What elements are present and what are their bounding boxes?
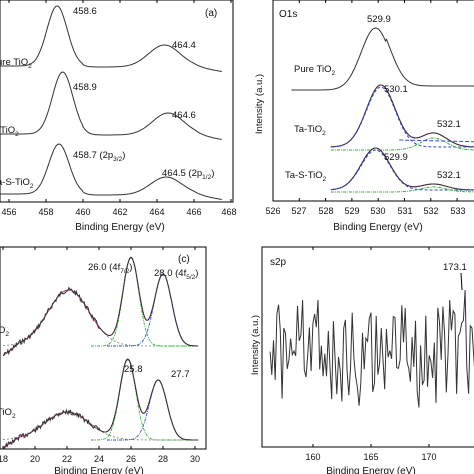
peak-label: 464.6 (172, 110, 196, 121)
component-peak (330, 86, 474, 148)
legend-label-ta-tio2: O2 (0, 325, 9, 338)
panel-b: Intensity (a.u.) 526 527 528 529 530 531… (254, 0, 474, 233)
panel-c-tick-label: 28 (158, 454, 168, 464)
series-line-s2p (269, 289, 474, 408)
panel-d-xlabel: Binding Energy (eV) (326, 466, 416, 474)
component-peak (330, 186, 474, 193)
series-line-ta-tio2 (2, 256, 199, 357)
panel-d-label: s2p (270, 257, 287, 268)
peak-label: 529.9 (384, 152, 408, 163)
peak-label: 28.0 (4f5/2) (154, 268, 198, 281)
panel-a: 456 458 460 462 464 466 468 Binding Ener… (0, 0, 237, 233)
panel-d: Intensity (a.u.) 160 165 170 Binding Ene… (250, 246, 474, 474)
legend-label-ta-tio2: -TiO2 (0, 125, 19, 138)
component-peak (91, 359, 199, 441)
legend-label-ta-s-tio2: TiO2 (0, 407, 16, 420)
panel-d-ylabel: Intensity (a.u.) (250, 315, 261, 375)
peak-label: 27.7 (171, 369, 190, 380)
panel-c-tick-label: 20 (30, 454, 40, 464)
panel-a-xlabel: Binding Energy (eV) (75, 222, 165, 233)
panel-d-tick-label: 165 (363, 452, 378, 462)
peak-label: 464.5 (2p1/2) (162, 168, 214, 181)
panel-d-ticks (312, 247, 430, 447)
component-peak (91, 257, 199, 347)
panel-a-label: (a) (205, 8, 217, 19)
panel-a-tick-label: 468 (221, 207, 236, 217)
panel-a-tick-label: 464 (149, 207, 164, 217)
panel-d-tick-label: 160 (305, 452, 320, 462)
panel-b-tick-label: 529 (344, 206, 359, 216)
peak-label: 530.1 (384, 84, 408, 95)
panel-c-tick-label: 22 (62, 454, 72, 464)
peak-label: 25.8 (124, 364, 143, 375)
peak-label: 173.1 (443, 262, 467, 273)
panel-a-tick-label: 462 (112, 207, 127, 217)
panel-c-tick-label: 30 (190, 454, 200, 464)
panel-a-tick-label: 460 (75, 207, 90, 217)
series-line-pure-tio2 (0, 5, 222, 72)
peak-label: 458.9 (73, 82, 97, 93)
legend-label-ta-tio2: Ta-TiO2 (294, 124, 326, 137)
component-peak (2, 289, 199, 347)
series-line-ta-s-tio2 (0, 143, 222, 200)
component-peak (2, 411, 199, 441)
panel-c-xlabel: Binding Energy (eV) (54, 466, 144, 474)
panel-a-tick-label: 456 (1, 207, 16, 217)
component-peak (330, 137, 474, 151)
panel-b-tick-label: 532 (423, 206, 438, 216)
component-peak (330, 149, 474, 191)
series-line-ta-s-tio2 (330, 147, 474, 191)
panel-b-ticks (272, 0, 458, 201)
panel-b-tick-label: 528 (318, 206, 333, 216)
legend-label-pure-tio2: ure TiO2 (0, 57, 32, 70)
panel-b-tick-label: 533 (450, 206, 465, 216)
panel-d-tick-label: 170 (421, 452, 436, 462)
legend-label-pure-tio2: Pure TiO2 (294, 64, 336, 77)
peak-label: 26.0 (4f7/2) (88, 262, 132, 275)
panel-c-frame (0, 246, 207, 450)
series-line-ta-tio2 (0, 71, 222, 140)
panel-c-tick-label: 26 (126, 454, 136, 464)
series-line-pure-tio2 (291, 27, 474, 91)
panel-c-tick-label: 24 (94, 454, 104, 464)
peak-label: 458.6 (73, 6, 97, 17)
peak-label: 532.1 (437, 170, 461, 181)
panel-c-label: (c) (178, 254, 190, 265)
peak-label: 464.4 (172, 40, 196, 51)
peak-marker (460, 272, 463, 291)
fit-curve-ta-s-tio2 (2, 358, 199, 448)
peak-label: 458.7 (2p3/2) (73, 150, 125, 163)
panel-a-ticks (8, 0, 232, 202)
panel-b-tick-label: 530 (370, 206, 385, 216)
panel-b-xlabel: Binding Energy (eV) (333, 222, 423, 233)
peak-label: 529.9 (367, 14, 391, 25)
panel-c-tick-label: 18 (0, 454, 8, 464)
legend-label-ta-s-tio2: Ta-S-TiO2 (285, 170, 327, 183)
peak-label: 532.1 (437, 119, 461, 130)
panel-b-tick-label: 531 (397, 206, 412, 216)
baseline (399, 139, 474, 143)
legend-label-ta-s-tio2: a-S-TiO2 (0, 177, 34, 190)
panel-a-tick-label: 466 (186, 207, 201, 217)
panel-b-label: O1s (279, 9, 297, 20)
panel-b-tick-label: 526 (265, 206, 280, 216)
panel-a-tick-label: 458 (38, 207, 53, 217)
panel-d-frame (261, 246, 474, 448)
panel-c: 18 20 22 24 26 28 30 Binding Energy (eV)… (0, 246, 207, 474)
panel-b-ylabel: Intensity (a.u.) (254, 74, 265, 134)
panel-a-frame (0, 0, 234, 203)
series-line-ta-s-tio2 (2, 358, 199, 450)
panel-b-tick-label: 527 (291, 206, 306, 216)
